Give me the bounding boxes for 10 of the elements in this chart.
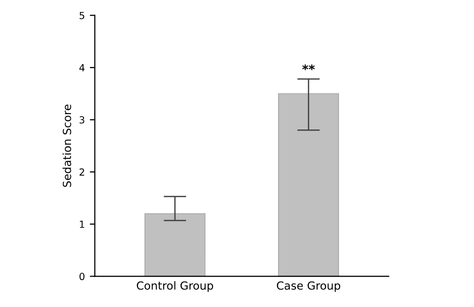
y-tick-label: 5 bbox=[80, 12, 84, 20]
y-axis-title: Sedation Score bbox=[62, 104, 72, 187]
y-tick-label: 0 bbox=[80, 272, 84, 280]
x-tick-label: Control Group bbox=[136, 281, 214, 292]
x-tick-label: Case Group bbox=[276, 281, 340, 292]
y-tick-label: 1 bbox=[80, 220, 84, 228]
y-tick-label: 3 bbox=[80, 116, 84, 124]
y-tick-label: 2 bbox=[80, 168, 84, 176]
y-tick-label: 4 bbox=[79, 64, 85, 72]
annotation: ** bbox=[302, 64, 315, 70]
